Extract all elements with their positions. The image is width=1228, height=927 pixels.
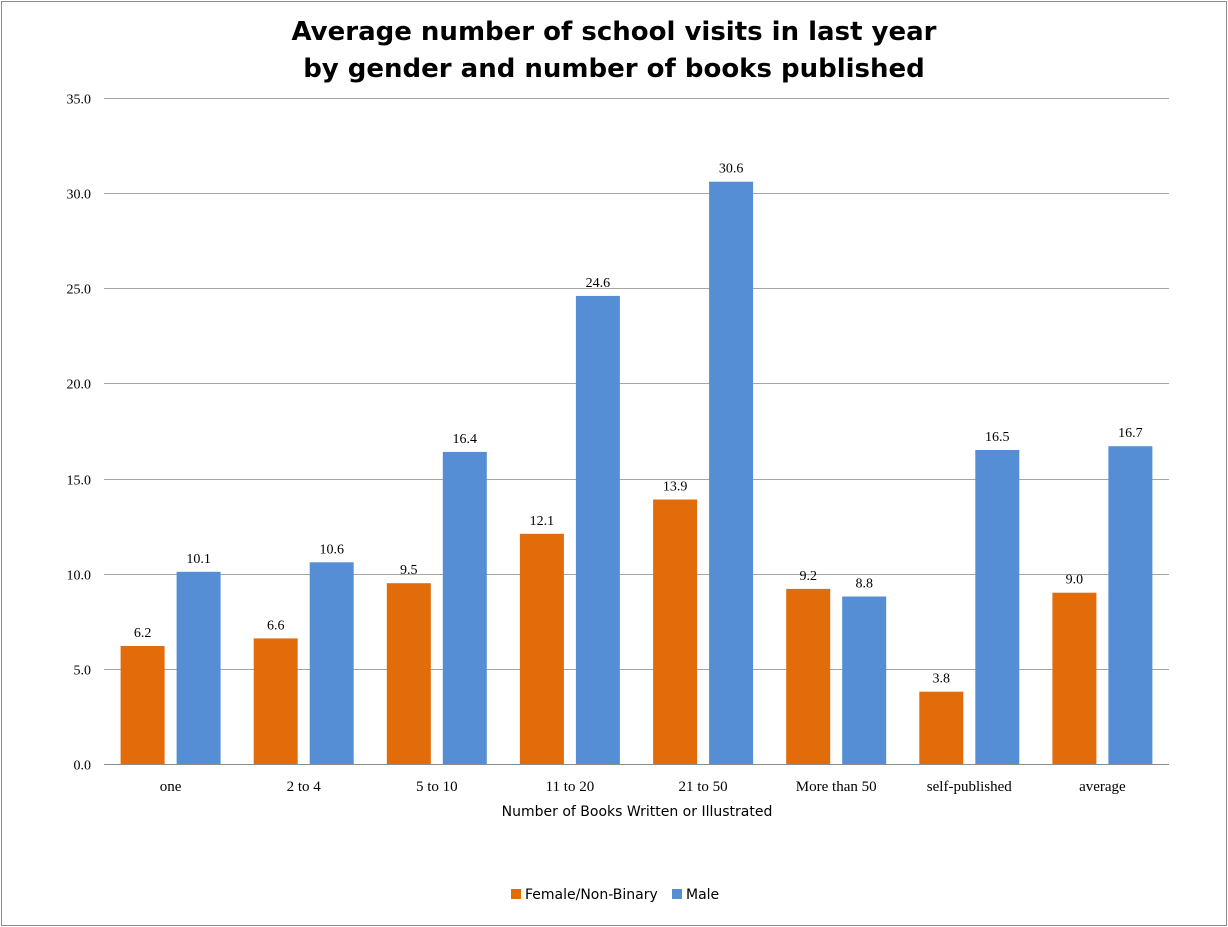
x-tick-label: 5 to 10 — [416, 779, 458, 795]
x-tick-label: 2 to 4 — [287, 779, 322, 795]
legend-label: Female/Non-Binary — [525, 887, 658, 903]
data-label: 6.2 — [134, 626, 152, 641]
data-label: 30.6 — [719, 162, 744, 177]
bar — [709, 181, 754, 764]
bar — [309, 562, 354, 764]
x-tick-label: 11 to 20 — [546, 779, 595, 795]
bar — [842, 596, 887, 764]
y-tick-label: 10.0 — [67, 569, 92, 584]
legend-item: Female/Non-Binary — [511, 887, 658, 903]
data-label: 16.5 — [985, 430, 1010, 445]
data-label: 8.8 — [855, 577, 873, 592]
legend-item: Male — [672, 887, 719, 903]
legend-swatch — [672, 889, 682, 899]
bar — [442, 451, 487, 764]
data-label: 3.8 — [933, 672, 951, 687]
bar — [653, 499, 698, 764]
data-label: 12.1 — [530, 514, 555, 529]
data-label: 16.7 — [1118, 426, 1143, 441]
x-tick-label: 21 to 50 — [679, 779, 728, 795]
y-tick-label: 5.0 — [74, 664, 92, 679]
bar — [575, 295, 620, 764]
x-axis-title: Number of Books Written or Illustrated — [502, 804, 773, 820]
data-label: 9.2 — [799, 569, 817, 584]
bar — [519, 533, 564, 764]
bar — [176, 571, 221, 764]
data-label: 13.9 — [663, 480, 688, 495]
bar — [253, 638, 298, 764]
y-tick-label: 35.0 — [67, 93, 92, 108]
data-label: 6.6 — [267, 618, 285, 633]
chart-title-line-2: by gender and number of books published — [303, 54, 925, 84]
data-label: 10.1 — [186, 552, 211, 567]
bar — [386, 583, 431, 764]
data-label: 9.0 — [1066, 573, 1084, 588]
bar — [786, 588, 831, 764]
bar — [1108, 446, 1153, 764]
x-tick-label: average — [1079, 779, 1126, 795]
y-tick-label: 15.0 — [67, 474, 92, 489]
x-tick-label: one — [160, 779, 182, 795]
bar — [120, 646, 165, 764]
data-label: 24.6 — [586, 276, 611, 291]
bar — [919, 691, 964, 764]
y-tick-label: 20.0 — [67, 378, 92, 393]
chart-title-line-1: Average number of school visits in last … — [291, 17, 937, 47]
x-tick-label: self-published — [927, 779, 1012, 795]
y-tick-label: 0.0 — [74, 759, 92, 774]
data-label: 9.5 — [400, 563, 418, 578]
bar — [975, 450, 1020, 764]
data-label: 10.6 — [319, 542, 344, 557]
x-tick-label: More than 50 — [796, 779, 877, 795]
y-tick-label: 25.0 — [67, 283, 92, 298]
legend-label: Male — [686, 887, 719, 903]
legend-swatch — [511, 889, 521, 899]
bar — [1052, 592, 1097, 764]
legend: Female/Non-Binary Male — [511, 887, 719, 903]
y-tick-label: 30.0 — [67, 188, 92, 203]
data-label: 16.4 — [453, 432, 478, 447]
